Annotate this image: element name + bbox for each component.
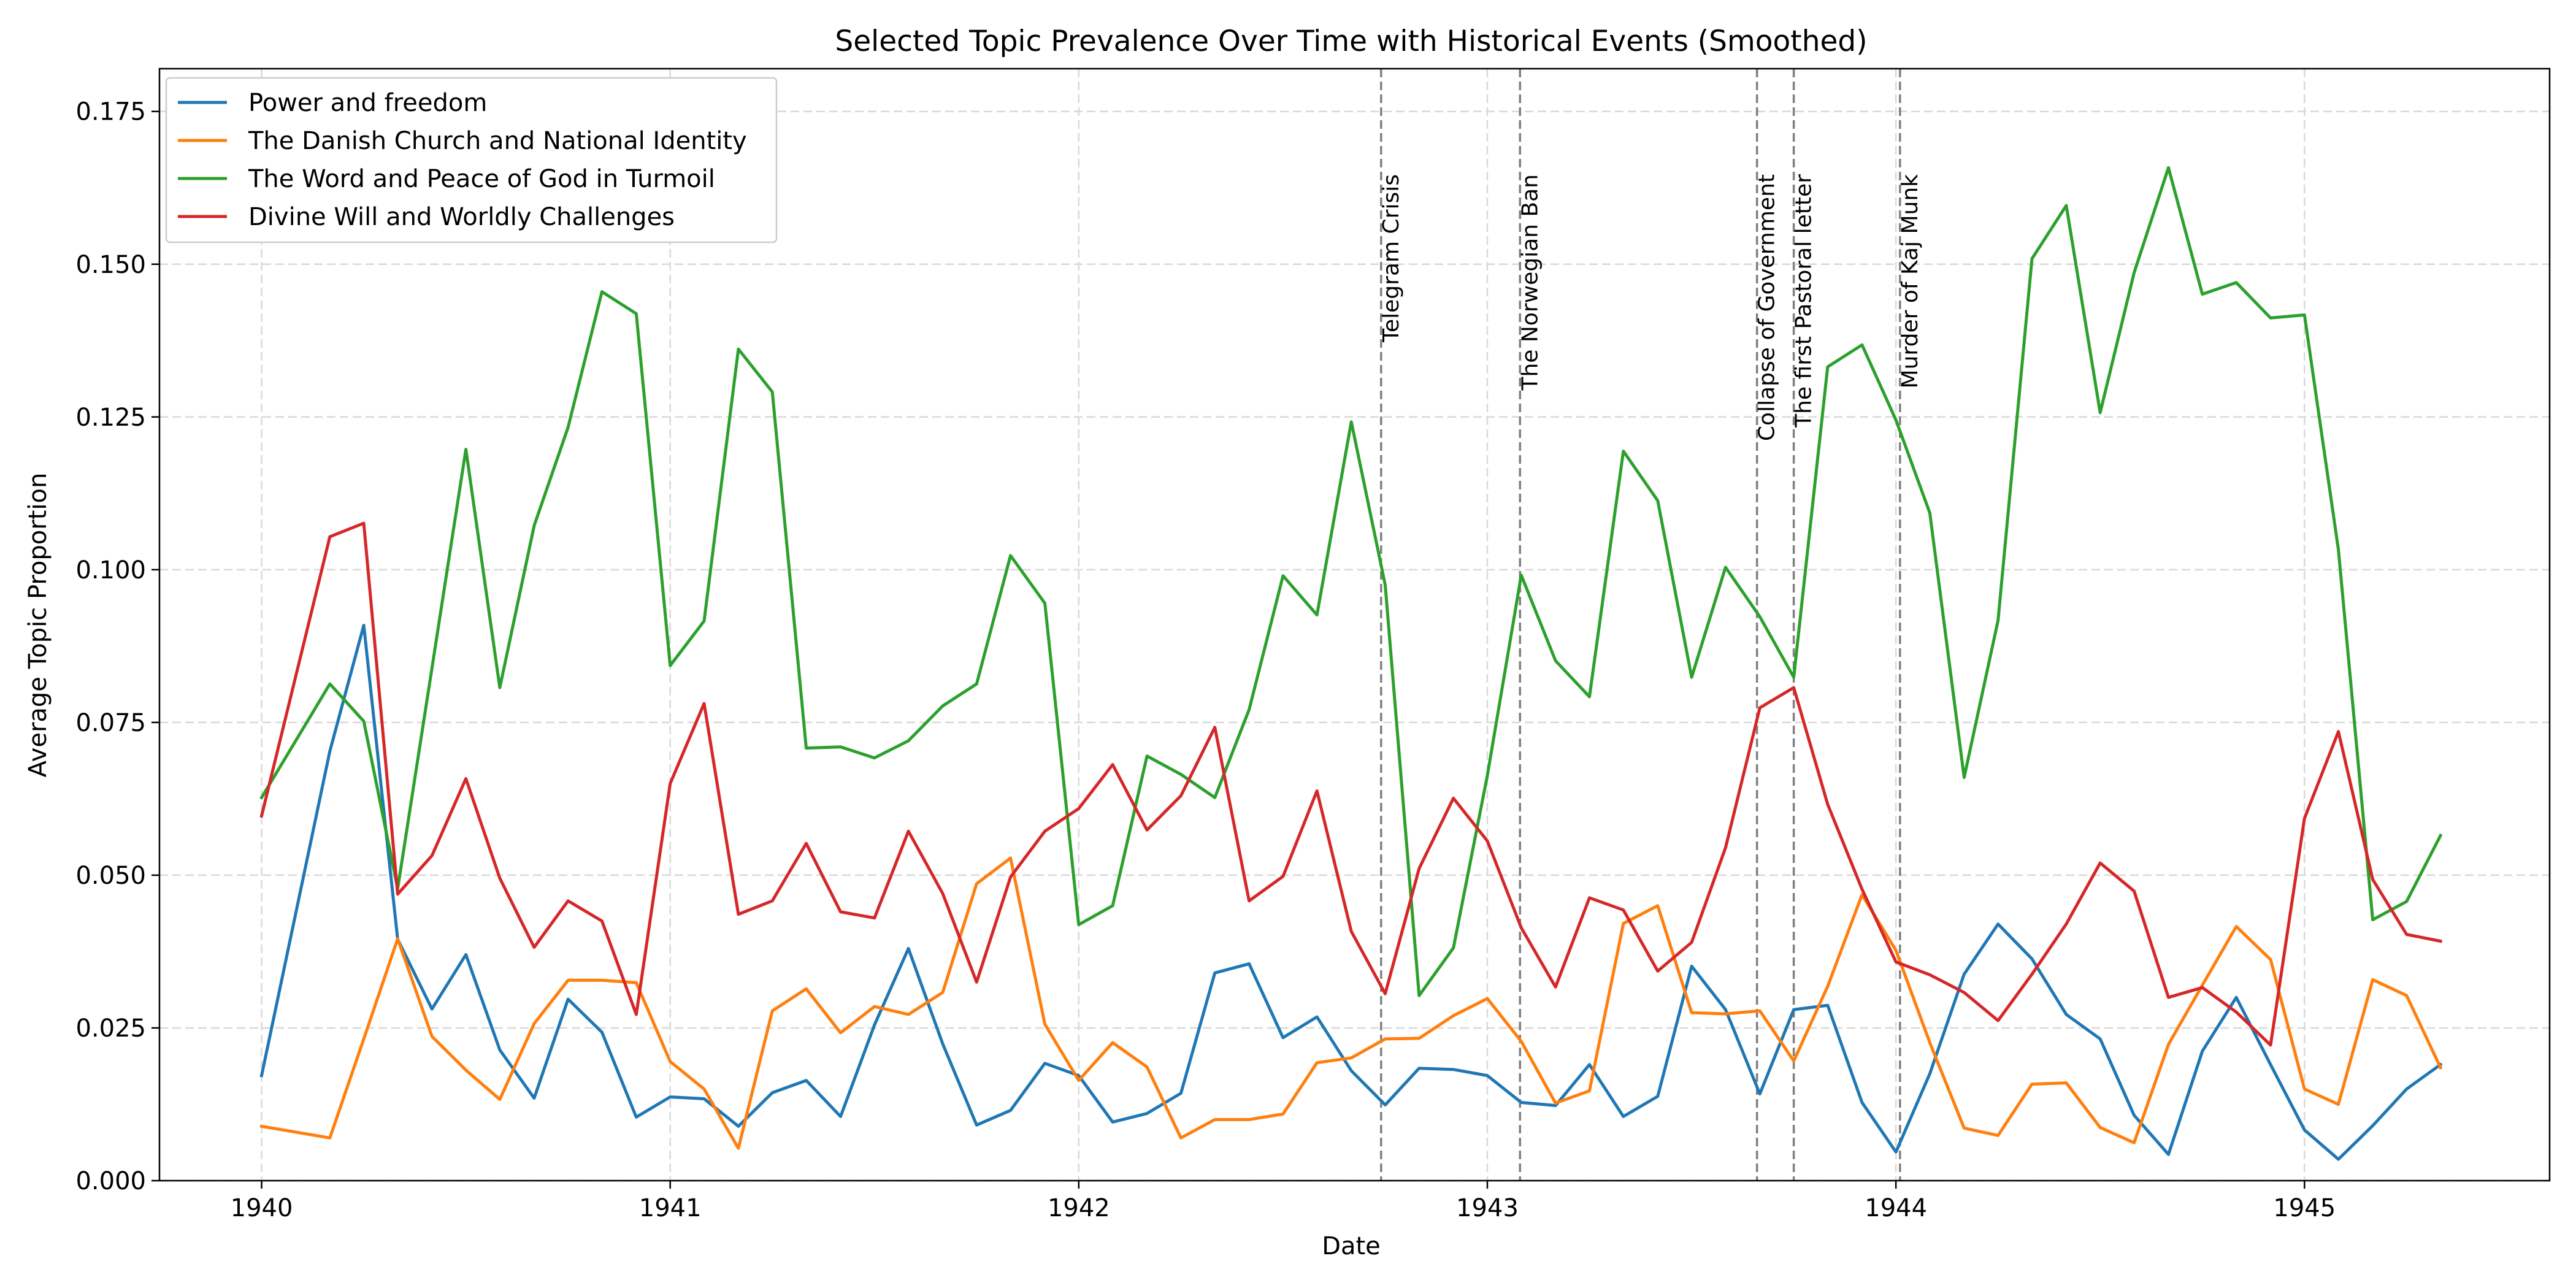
event-label: Collapse of Government xyxy=(1755,174,1780,441)
y-axis: 0.000 0.025 0.050 0.075 0.100 0.125 0.150 0.175 xyxy=(75,98,159,1195)
legend: Power and freedom The Danish Church and N… xyxy=(165,77,778,243)
y-tick-label: 0.175 xyxy=(75,98,146,126)
y-tick-label: 0.150 xyxy=(75,251,146,279)
x-tick-label: 1944 xyxy=(1865,1194,1927,1222)
series-line xyxy=(259,166,2443,997)
legend-label: Power and freedom xyxy=(248,89,487,117)
event-label: Murder of Kaj Munk xyxy=(1898,174,1923,389)
legend-label: Divine Will and Worldly Challenges xyxy=(248,203,675,231)
event-label: Telegram Crisis xyxy=(1379,174,1404,343)
y-tick-label: 0.000 xyxy=(75,1167,146,1195)
event-markers: Telegram Crisis The Norwegian Ban Collapse… xyxy=(1379,69,1923,1181)
x-tick-label: 1945 xyxy=(2273,1194,2336,1222)
series-lines xyxy=(259,166,2443,1161)
legend-label: The Danish Church and National Identity xyxy=(248,127,747,155)
event-label: The first Pastoral letter xyxy=(1792,174,1817,428)
series-line xyxy=(259,521,2443,1047)
x-tick-label: 1941 xyxy=(639,1194,702,1222)
series-line xyxy=(259,624,2443,1161)
y-tick-label: 0.125 xyxy=(75,404,146,432)
x-axis: 1940 1941 1942 1943 1944 1945 xyxy=(231,1181,2336,1222)
y-axis-label: Average Topic Proportion xyxy=(24,473,52,778)
x-tick-label: 1940 xyxy=(231,1194,293,1222)
x-tick-label: 1942 xyxy=(1048,1194,1110,1222)
y-tick-label: 0.050 xyxy=(75,862,146,890)
legend-frame xyxy=(165,77,778,243)
plot-frame xyxy=(158,67,2551,1182)
grid xyxy=(159,69,2550,1182)
series-line xyxy=(259,856,2443,1150)
legend-label: The Word and Peace of God in Turmoil xyxy=(248,165,715,193)
chart-title: Selected Topic Prevalence Over Time with… xyxy=(835,25,1867,58)
y-tick-label: 0.025 xyxy=(75,1014,146,1043)
x-tick-label: 1943 xyxy=(1456,1194,1519,1222)
y-tick-label: 0.100 xyxy=(75,556,146,585)
y-tick-label: 0.075 xyxy=(75,709,146,737)
event-label: The Norwegian Ban xyxy=(1517,174,1543,391)
x-axis-label: Date xyxy=(1322,1232,1381,1260)
